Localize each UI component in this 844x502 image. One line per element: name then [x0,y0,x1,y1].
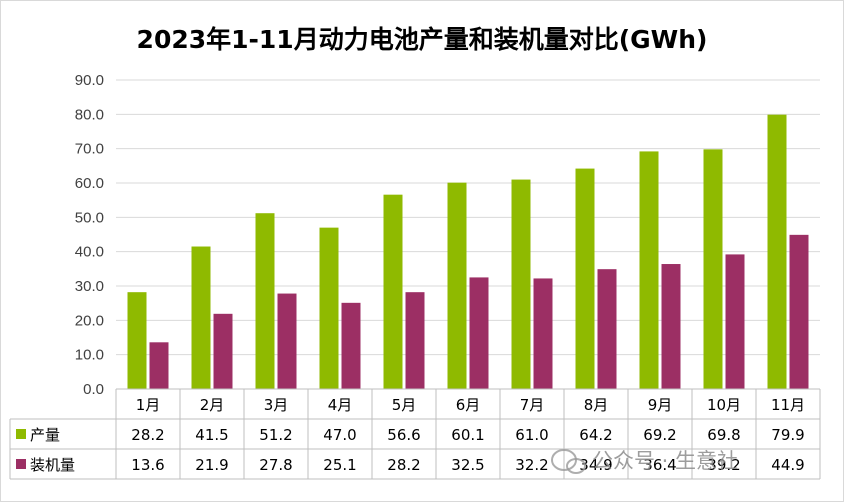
data-label: 32.5 [451,456,484,474]
y-tick-label: 50.0 [75,209,104,226]
chart-title: 2023年1-11月动力电池产量和装机量对比(GWh) [136,25,708,54]
data-label: 28.2 [131,426,164,444]
data-label: 34.9 [579,456,612,474]
bar-installed [597,269,617,389]
bar-production [191,246,211,389]
bar-production [575,168,595,389]
bar-installed [725,254,745,389]
y-tick-label: 70.0 [75,141,104,158]
legend-label: 装机量 [30,456,75,474]
y-tick-label: 20.0 [75,312,104,329]
bar-installed [533,278,553,389]
bar-production [447,182,467,389]
data-label: 69.2 [643,426,676,444]
data-label: 79.9 [771,426,804,444]
bar-production [383,194,403,389]
category-label: 8月 [584,396,609,414]
data-label: 28.2 [387,456,420,474]
category-label: 1月 [136,396,161,414]
category-label: 10月 [707,396,741,414]
category-label: 7月 [520,396,545,414]
legend-label: 产量 [30,426,60,444]
bar-installed [277,293,297,389]
watermark: 公众号 · 生意社 [551,449,738,474]
data-label: 69.8 [707,426,740,444]
data-label: 47.0 [323,426,356,444]
category-label: 11月 [771,396,805,414]
watermark-text: 公众号 · 生意社 [592,449,738,473]
category-label: 5月 [392,396,417,414]
bar-production [639,151,659,389]
legend-swatch [16,459,26,469]
data-label: 13.6 [131,456,164,474]
bar-production [255,213,275,389]
bar-installed [469,277,489,389]
y-tick-label: 80.0 [75,106,104,123]
data-label: 39.2 [707,456,740,474]
data-label: 60.1 [451,426,484,444]
data-label: 61.0 [515,426,548,444]
bars [127,114,809,389]
bar-installed [149,342,169,389]
y-tick-label: 60.0 [75,175,104,192]
category-label: 4月 [328,396,353,414]
data-label: 36.4 [643,456,676,474]
y-tick-label: 0.0 [83,381,104,398]
bar-installed [341,302,361,389]
data-label: 32.2 [515,456,548,474]
y-tick-label: 90.0 [75,72,104,89]
data-label: 44.9 [771,456,804,474]
category-label: 6月 [456,396,481,414]
legend-swatch [16,429,26,439]
bar-installed [789,234,809,389]
category-label: 2月 [200,396,225,414]
y-tick-label: 10.0 [75,347,104,364]
bar-production [767,114,787,389]
gridlines [116,79,820,390]
watermark-icon [566,458,586,474]
bar-installed [213,313,233,389]
bar-installed [661,264,681,389]
data-label: 25.1 [323,456,356,474]
bar-installed [405,292,425,389]
bar-production [127,292,147,389]
data-label: 56.6 [387,426,420,444]
bar-production [511,179,531,389]
y-tick-labels: 0.0 10.0 20.0 30.0 40.0 50.0 60.0 70.0 80.0 90.0 [75,72,104,398]
y-tick-label: 40.0 [75,244,104,261]
bar-production [319,227,339,389]
data-label: 21.9 [195,456,228,474]
data-label: 51.2 [259,426,292,444]
bar-production [703,149,723,389]
category-label: 3月 [264,396,289,414]
y-tick-label: 30.0 [75,278,104,295]
data-label: 27.8 [259,456,292,474]
data-label: 41.5 [195,426,228,444]
category-label: 9月 [648,396,673,414]
data-label: 64.2 [579,426,612,444]
